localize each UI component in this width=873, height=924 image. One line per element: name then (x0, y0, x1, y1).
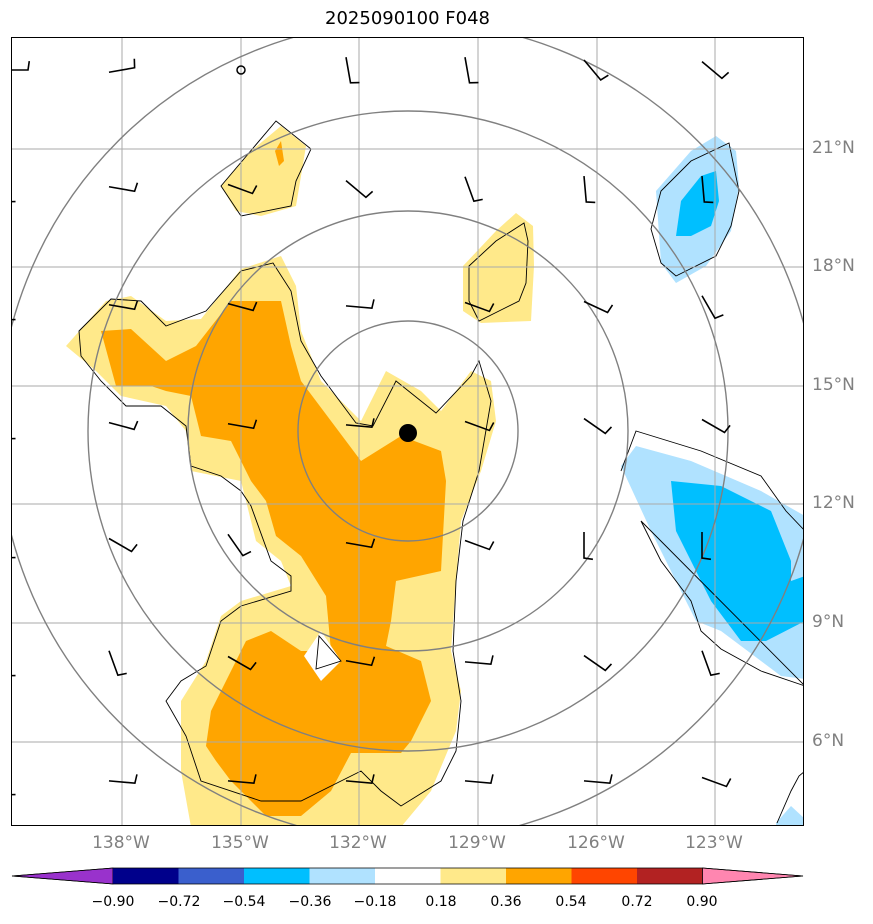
colorbar-tick-label: −0.90 (91, 894, 135, 910)
wind-barb-icon (583, 417, 613, 435)
colorbar-box (637, 868, 703, 884)
wind-barb-icon (12, 674, 16, 677)
wind-barb-icon (12, 556, 16, 559)
wind-barb-icon (464, 301, 495, 313)
lat-label-12n: 12°N (812, 493, 855, 513)
wind-barb-icon (583, 300, 614, 314)
wind-barb-icon (108, 537, 138, 553)
colorbar-tick-label: 0.54 (555, 894, 587, 910)
storm-center-dot-icon (399, 424, 417, 442)
wind-barb-icon (583, 654, 613, 672)
wind-barb-icon (464, 539, 495, 551)
wind-barb-icon (108, 650, 127, 677)
colorbar-tick-label: 0.36 (490, 894, 522, 910)
colorbar-extend-min (11, 867, 114, 885)
graticule (12, 38, 803, 825)
map-plot (12, 38, 803, 825)
colorbar-boxes (11, 867, 804, 885)
wind-barb-icon (464, 57, 479, 84)
wind-barb-icon (701, 776, 732, 788)
wind-barb-icon (464, 655, 494, 665)
wind-barb-icon (464, 420, 495, 432)
lon-label-132w: 132°W (329, 833, 387, 853)
wind-barb-icon (227, 183, 258, 195)
wind-barb-icon (108, 774, 138, 784)
wind-barb-icon (583, 532, 594, 561)
wind-barb-icon (108, 58, 136, 74)
lat-label-9n: 9°N (812, 612, 845, 632)
wind-barb-icon (583, 175, 596, 204)
wind-barb-icon (345, 180, 374, 199)
calm-circle-icon (236, 65, 246, 75)
colorbar-box (440, 868, 506, 884)
wind-barb-icon (701, 418, 731, 434)
colorbar-box (113, 868, 179, 884)
lon-label-138w: 138°W (92, 833, 150, 853)
wind-barb-icon (345, 538, 376, 549)
wind-barbs (12, 57, 732, 796)
positive-mid-shading (101, 141, 446, 816)
colorbar-box (309, 868, 375, 884)
negative-light-shading (621, 136, 803, 825)
map-panel (11, 37, 804, 826)
zero-contour-hole (304, 631, 341, 681)
colorbar-tick-label: −0.18 (353, 894, 397, 910)
wind-barb-icon (227, 655, 257, 671)
wind-barb-icon (345, 299, 375, 309)
colorbar-tick-label: 0.18 (425, 894, 457, 910)
wind-barb-icon (12, 200, 16, 203)
wind-barb-icon (12, 318, 16, 321)
wind-barb-icon (583, 774, 613, 784)
wind-barb-icon (345, 774, 375, 784)
wind-barb-icon (12, 437, 16, 440)
lon-label-129w: 129°W (448, 833, 506, 853)
wind-barb-icon (345, 418, 375, 428)
wind-barb-icon (227, 301, 258, 312)
wind-barb-icon (345, 656, 376, 667)
lon-label-126w: 126°W (567, 833, 625, 853)
colorbar-box (506, 868, 572, 884)
lat-label-15n: 15°N (812, 375, 855, 395)
colorbar-tick-label: 0.72 (621, 894, 653, 910)
colorbar-box (244, 868, 310, 884)
colorbar-box (375, 868, 441, 884)
wind-barb-icon (12, 60, 31, 71)
map-title: 2025090100 F048 (325, 8, 490, 29)
negative-mid-shading (671, 171, 803, 641)
wind-barb-icon (108, 182, 139, 193)
colorbar-box (178, 868, 244, 884)
lon-label-123w: 123°W (685, 833, 743, 853)
wind-barb-icon (227, 533, 252, 557)
wind-barb-icon (583, 59, 609, 82)
colorbar-box (571, 868, 637, 884)
wind-barb-icon (701, 295, 724, 320)
wind-barb-icon (345, 57, 360, 84)
lon-label-135w: 135°W (211, 833, 269, 853)
colorbar-tick-label: −0.36 (288, 894, 332, 910)
colorbar-tick-label: −0.54 (222, 894, 266, 910)
wind-barb-icon (227, 774, 257, 784)
wind-barb-icon (701, 532, 712, 561)
colorbar-extend-max (702, 867, 804, 885)
wind-barb-icon (108, 300, 139, 311)
wind-barb-icon (701, 175, 714, 204)
colorbar-tick-label: −0.72 (157, 894, 201, 910)
wind-barb-icon (701, 61, 730, 80)
wind-barb-icon (464, 176, 483, 203)
lat-label-21n: 21°N (812, 138, 855, 158)
wind-barb-icon (12, 793, 16, 796)
wind-barb-icon (701, 650, 720, 677)
wind-barb-icon (108, 420, 139, 431)
wind-barb-icon (464, 774, 494, 784)
colorbar-tick-label: 0.90 (686, 894, 718, 910)
lat-label-18n: 18°N (812, 256, 855, 276)
wind-barb-icon (227, 419, 258, 430)
colorbar-outline (11, 867, 804, 885)
range-rings (12, 38, 803, 825)
lat-label-6n: 6°N (812, 731, 845, 751)
